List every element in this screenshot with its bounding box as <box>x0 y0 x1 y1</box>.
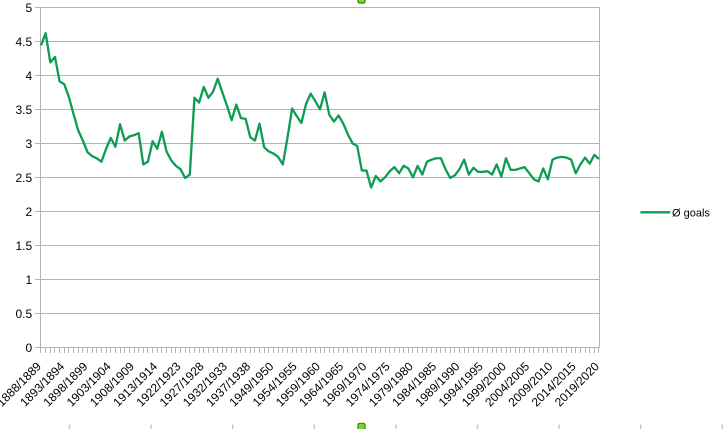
svg-text:3: 3 <box>26 137 33 151</box>
svg-text:0.5: 0.5 <box>16 307 33 321</box>
svg-text:0: 0 <box>26 341 33 355</box>
svg-text:2.5: 2.5 <box>16 171 33 185</box>
svg-text:4: 4 <box>26 69 33 83</box>
svg-text:Ø goals: Ø goals <box>672 207 710 219</box>
svg-text:3.5: 3.5 <box>16 103 33 117</box>
svg-text:4.5: 4.5 <box>16 35 33 49</box>
svg-text:2: 2 <box>26 205 33 219</box>
svg-text:1.5: 1.5 <box>16 239 33 253</box>
svg-text:1: 1 <box>26 273 33 287</box>
svg-text:5: 5 <box>26 1 33 15</box>
